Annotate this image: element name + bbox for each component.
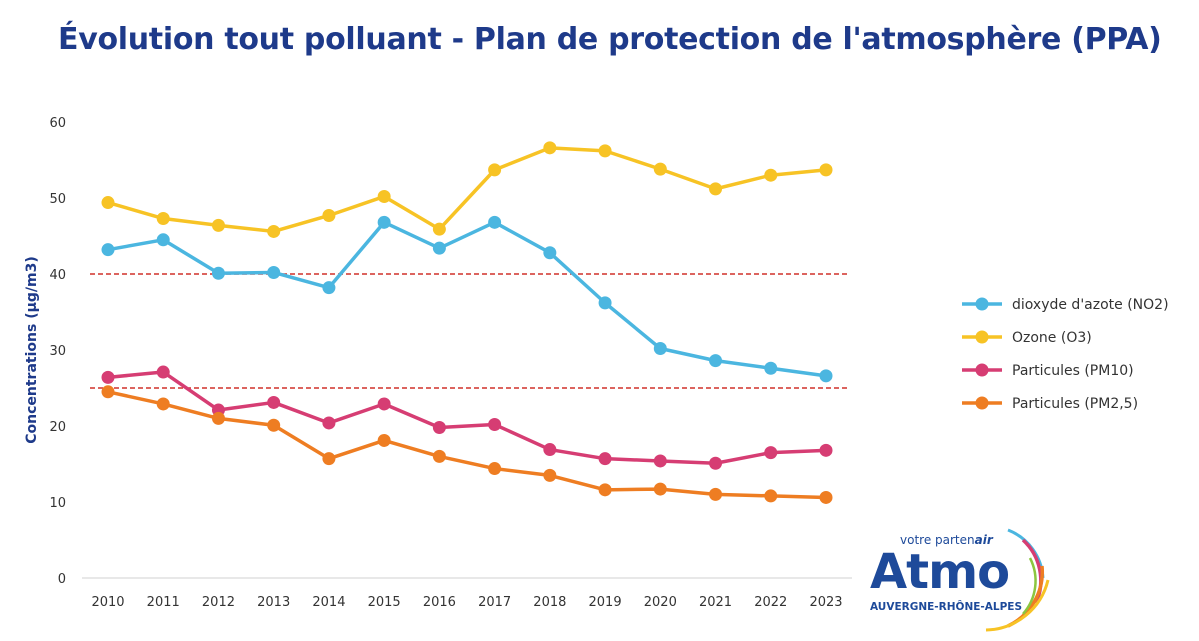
data-point bbox=[101, 243, 115, 257]
data-point bbox=[764, 489, 778, 503]
data-point bbox=[156, 212, 170, 226]
data-point bbox=[377, 397, 391, 411]
data-point bbox=[488, 163, 502, 177]
x-tick-label: 2020 bbox=[644, 595, 677, 610]
y-tick-label: 30 bbox=[49, 344, 66, 359]
data-point bbox=[267, 395, 281, 409]
data-point bbox=[488, 215, 502, 229]
x-tick-label: 2016 bbox=[423, 595, 456, 610]
data-point bbox=[709, 354, 723, 368]
data-point bbox=[764, 168, 778, 182]
legend-label: dioxyde d'azote (NO2) bbox=[1012, 297, 1169, 313]
y-tick-label: 0 bbox=[58, 572, 66, 587]
data-point bbox=[598, 296, 612, 310]
x-tick-label: 2015 bbox=[368, 595, 401, 610]
x-tick-label: 2017 bbox=[478, 595, 511, 610]
data-point bbox=[156, 397, 170, 411]
data-point bbox=[322, 416, 336, 430]
data-point bbox=[211, 266, 225, 280]
data-point bbox=[267, 224, 281, 238]
data-point bbox=[543, 141, 557, 155]
data-point bbox=[488, 417, 502, 431]
data-point bbox=[211, 411, 225, 425]
data-point bbox=[322, 281, 336, 295]
data-point bbox=[819, 369, 833, 383]
logo-arc-blue bbox=[1007, 528, 1045, 579]
data-point bbox=[598, 144, 612, 158]
data-point bbox=[156, 233, 170, 247]
series-line-1 bbox=[107, 146, 827, 234]
logo-arc-yellow bbox=[985, 579, 1050, 632]
x-tick-label: 2022 bbox=[754, 595, 787, 610]
x-tick-label: 2012 bbox=[202, 595, 235, 610]
data-point bbox=[709, 182, 723, 196]
data-point bbox=[432, 421, 446, 435]
data-point bbox=[543, 443, 557, 457]
y-tick-label: 20 bbox=[49, 420, 66, 435]
logo-name: Atmo bbox=[870, 544, 1009, 600]
legend-marker bbox=[975, 297, 989, 311]
data-point bbox=[377, 215, 391, 229]
data-point bbox=[101, 196, 115, 210]
series-line-2 bbox=[107, 370, 827, 465]
legend-marker bbox=[975, 396, 989, 410]
data-point bbox=[653, 341, 667, 355]
data-point bbox=[432, 449, 446, 463]
logo-tagline: votre partenair bbox=[900, 533, 994, 547]
data-point bbox=[764, 361, 778, 375]
logo-arc-green bbox=[1022, 557, 1037, 615]
y-tick-label: 10 bbox=[49, 496, 66, 511]
data-point bbox=[819, 163, 833, 177]
legend-marker bbox=[975, 363, 989, 377]
data-point bbox=[488, 462, 502, 476]
data-point bbox=[764, 446, 778, 460]
x-tick-label: 2021 bbox=[699, 595, 732, 610]
y-tick-label: 60 bbox=[49, 116, 66, 131]
data-point bbox=[267, 265, 281, 279]
x-tick-label: 2019 bbox=[589, 595, 622, 610]
data-point bbox=[819, 490, 833, 504]
chart-title: Évolution tout polluant - Plan de protec… bbox=[58, 22, 1162, 57]
data-point bbox=[101, 385, 115, 399]
data-point bbox=[101, 370, 115, 384]
data-point bbox=[267, 418, 281, 432]
y-tick-label: 40 bbox=[49, 268, 66, 283]
x-tick-label: 2018 bbox=[533, 595, 566, 610]
data-point bbox=[543, 246, 557, 260]
data-point bbox=[432, 241, 446, 255]
data-point bbox=[156, 365, 170, 379]
data-point bbox=[709, 487, 723, 501]
data-point bbox=[543, 468, 557, 482]
data-point bbox=[211, 218, 225, 232]
data-point bbox=[709, 456, 723, 470]
x-tick-label: 2011 bbox=[147, 595, 180, 610]
series-line-3 bbox=[107, 390, 827, 500]
data-point bbox=[598, 483, 612, 497]
data-point bbox=[653, 454, 667, 468]
series-line-0 bbox=[107, 220, 827, 378]
x-tick-label: 2014 bbox=[312, 595, 345, 610]
x-tick-label: 2023 bbox=[809, 595, 842, 610]
y-axis-label: Concentrations (µg/m3) bbox=[24, 256, 40, 444]
legend-label: Ozone (O3) bbox=[1012, 330, 1092, 346]
logo-region: AUVERGNE-RHÔNE-ALPES bbox=[870, 600, 1022, 613]
data-point bbox=[322, 452, 336, 466]
legend-label: Particules (PM2,5) bbox=[1012, 396, 1138, 412]
data-point bbox=[598, 452, 612, 466]
y-tick-label: 50 bbox=[49, 192, 66, 207]
x-tick-label: 2010 bbox=[91, 595, 124, 610]
data-point bbox=[653, 482, 667, 496]
data-point bbox=[377, 433, 391, 447]
legend-label: Particules (PM10) bbox=[1012, 363, 1134, 379]
legend-marker bbox=[975, 330, 989, 344]
x-tick-label: 2013 bbox=[257, 595, 290, 610]
data-point bbox=[322, 208, 336, 222]
data-point bbox=[432, 222, 446, 236]
data-point bbox=[377, 189, 391, 203]
atmo-logo: votre partenair Atmo AUVERGNE-RHÔNE-ALPE… bbox=[870, 528, 1050, 632]
data-point bbox=[653, 162, 667, 176]
data-point bbox=[819, 443, 833, 457]
